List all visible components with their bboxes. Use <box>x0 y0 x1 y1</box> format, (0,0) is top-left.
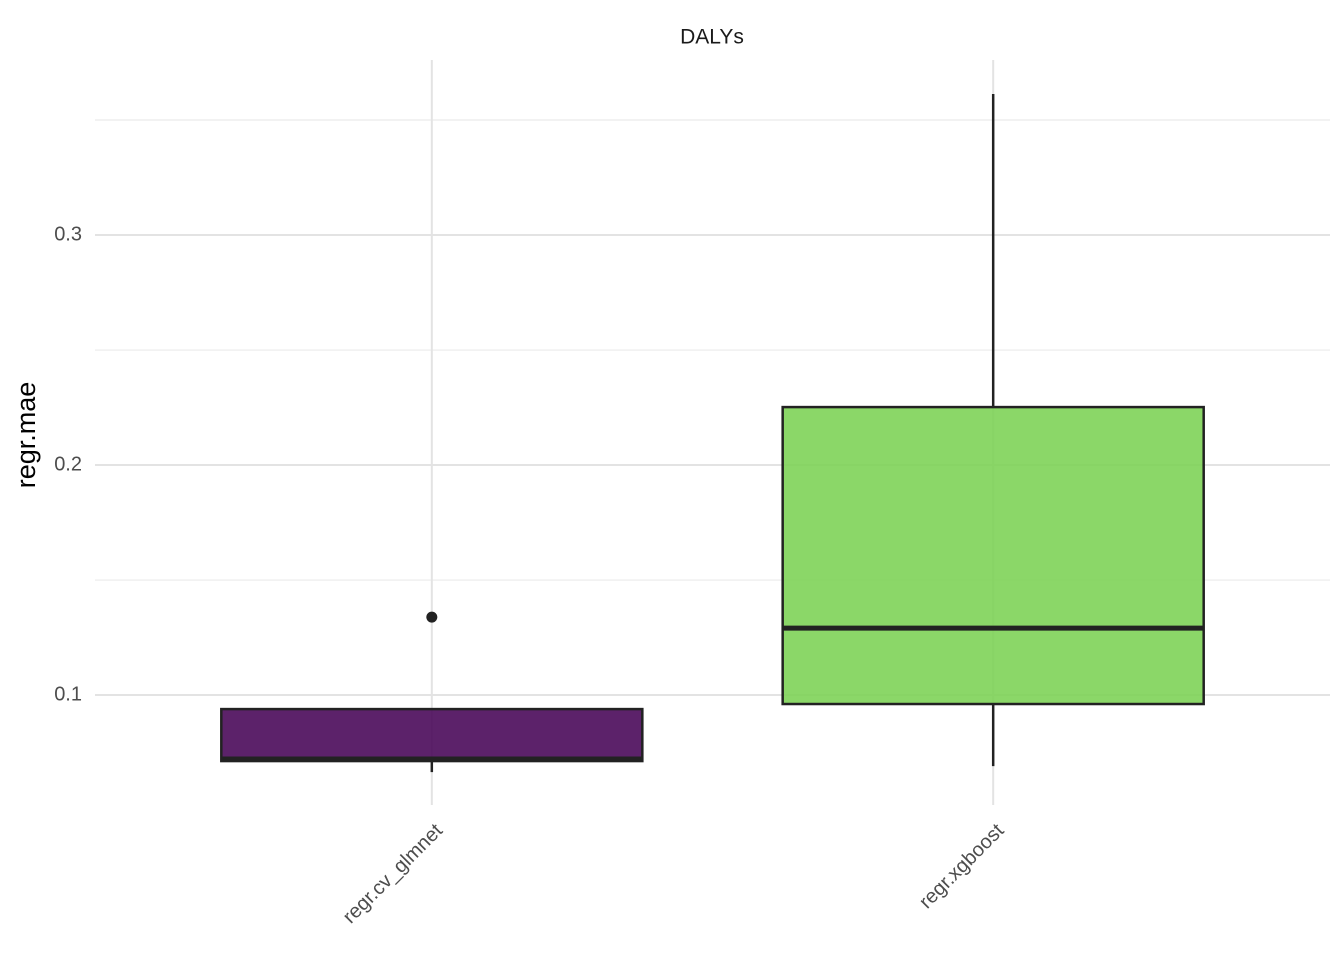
y-axis-label: regr.mae <box>11 382 41 489</box>
x-tick-label: regr.cv_glmnet <box>339 819 448 928</box>
box <box>220 707 644 763</box>
chart-title: DALYs <box>680 26 744 49</box>
y-tick-label: 0.1 <box>54 683 82 705</box>
x-tick-label: regr.xgboost <box>915 819 1009 913</box>
box <box>781 405 1205 706</box>
y-tick-label: 0.3 <box>54 223 82 245</box>
y-tick-label: 0.2 <box>54 453 82 475</box>
outlier <box>426 611 438 623</box>
